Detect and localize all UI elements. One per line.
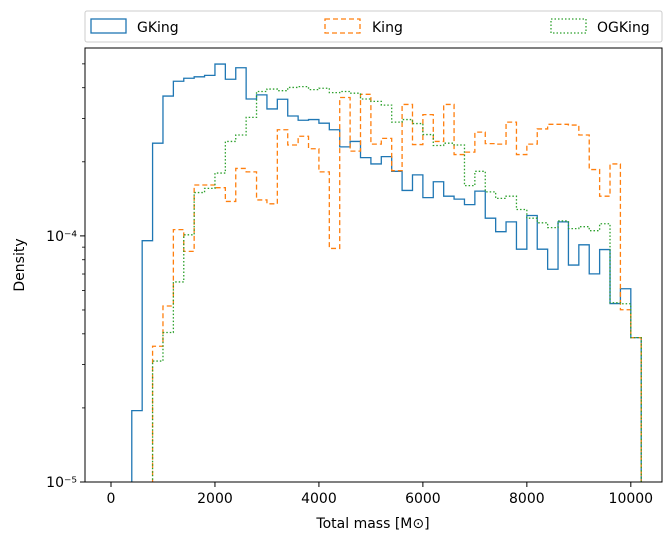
series-ogking-step-line [151, 86, 642, 482]
legend-swatch-gking [90, 18, 127, 34]
series-layer [131, 63, 642, 482]
legend-swatch-king [324, 18, 361, 34]
y-axis-label: Density [12, 238, 28, 291]
legend-label-ogking: OGKing [597, 20, 650, 36]
series-king-step-line [151, 93, 642, 482]
legend-label-gking: GKing [137, 20, 179, 36]
y-tick-label: 10⁻⁴ [46, 229, 77, 245]
legend: GKing King OGKing [84, 10, 663, 43]
x-axis: 0 2000 4000 6000 8000 10000 [107, 482, 654, 507]
series-gking-step-line [131, 63, 642, 482]
y-axis: 10⁻⁵ 10⁻⁴ [46, 63, 85, 491]
x-tick-label: 4000 [301, 491, 337, 507]
legend-entry-ogking: OGKing [550, 18, 650, 36]
x-tick-label: 10000 [609, 491, 654, 507]
x-tick-label: 0 [107, 491, 116, 507]
legend-entry-gking: GKing [90, 18, 179, 36]
x-tick-label: 2000 [197, 491, 233, 507]
y-tick-label: 10⁻⁵ [46, 475, 77, 491]
legend-label-king: King [372, 20, 403, 36]
legend-entry-king: King [324, 18, 403, 36]
x-tick-label: 6000 [405, 491, 441, 507]
legend-swatch-ogking [550, 18, 587, 34]
legend-frame [84, 10, 663, 43]
x-tick-label: 8000 [509, 491, 545, 507]
x-axis-label: Total mass [M⊙] [315, 516, 429, 532]
plot-frame [84, 47, 663, 483]
